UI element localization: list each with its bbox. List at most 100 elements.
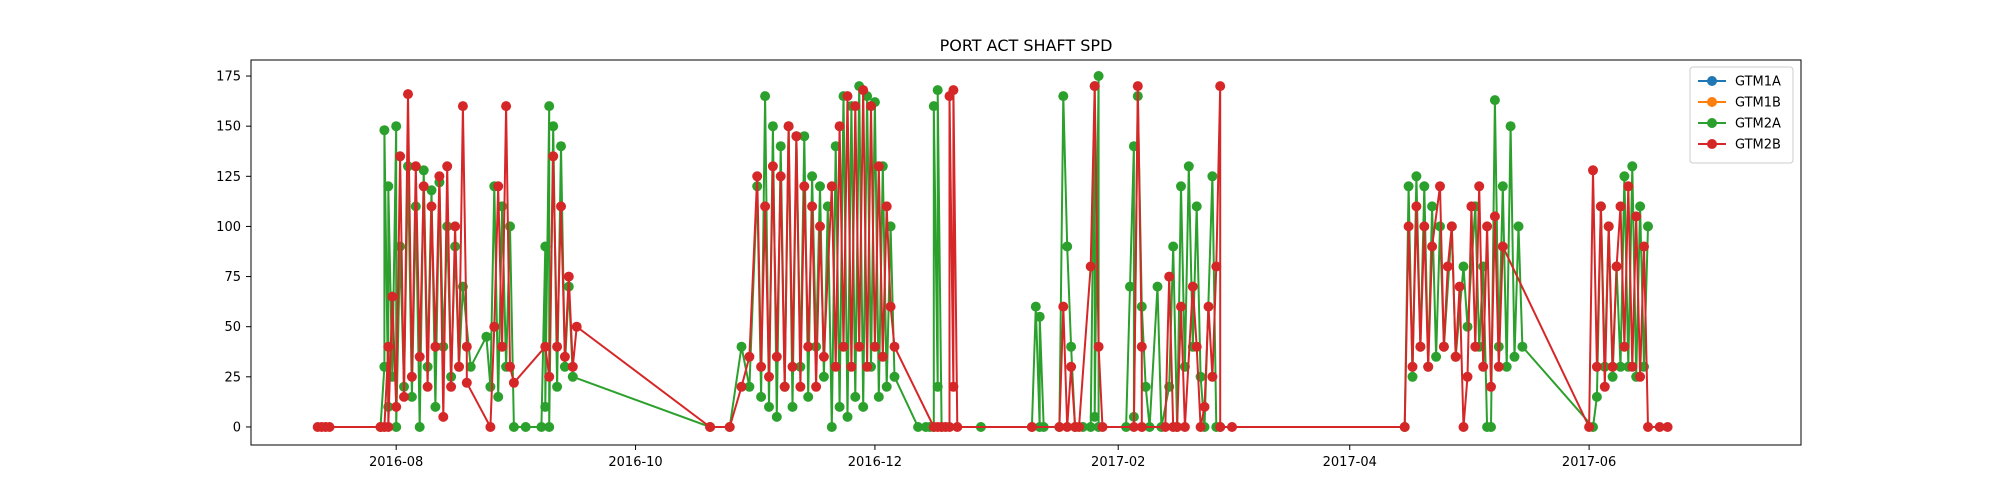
- data-point-GTM2B-81: [881, 201, 892, 212]
- data-point-GTM2A-159: [1509, 351, 1520, 362]
- data-point-GTM2B-143: [1478, 361, 1489, 372]
- data-point-GTM2A-51: [756, 391, 767, 402]
- data-point-GTM2A-167: [1607, 371, 1618, 382]
- data-point-GTM2A-169: [1615, 361, 1626, 372]
- data-point-GTM2B-88: [944, 422, 955, 432]
- data-point-GTM2B-94: [1054, 422, 1065, 432]
- data-point-GTM2B-73: [850, 101, 861, 112]
- y-tick-label: 150: [216, 120, 241, 135]
- data-point-GTM2A-59: [787, 401, 798, 412]
- data-point-GTM2B-107: [1136, 422, 1147, 432]
- legend-marker: [1707, 118, 1717, 128]
- data-point-GTM2A-106: [1085, 422, 1096, 432]
- data-point-GTM2B-79: [873, 161, 884, 172]
- data-point-GTM2B-50: [756, 361, 767, 372]
- data-point-GTM2B-108: [1160, 422, 1171, 432]
- data-point-GTM2A-176: [1643, 221, 1653, 232]
- data-point-GTM2B-19: [430, 341, 441, 352]
- data-point-GTM2B-163: [1639, 241, 1649, 252]
- data-point-GTM2A-6: [391, 121, 402, 132]
- y-tick-label: 175: [216, 70, 241, 85]
- data-point-GTM2A-49: [744, 381, 755, 392]
- data-point-GTM2A-119: [1152, 281, 1163, 292]
- data-point-GTM2B-133: [1438, 341, 1449, 352]
- data-point-GTM2B-100: [1085, 261, 1096, 272]
- data-point-GTM2A-62: [799, 131, 810, 142]
- data-point-GTM2A-55: [771, 411, 782, 422]
- data-point-GTM2A-14: [418, 165, 429, 176]
- data-point-GTM2B-141: [1470, 341, 1481, 352]
- data-point-GTM2A-148: [1462, 321, 1473, 332]
- data-point-GTM2B-64: [811, 381, 822, 392]
- y-tick-label: 50: [224, 320, 241, 335]
- legend-label: GTM1A: [1735, 75, 1781, 90]
- data-point-GTM2B-67: [826, 181, 837, 192]
- data-point-GTM2B-130: [1423, 361, 1434, 372]
- data-point-GTM2B-14: [410, 161, 421, 172]
- data-point-GTM2B-95: [1058, 301, 1069, 312]
- data-point-GTM2B-135: [1446, 221, 1457, 232]
- data-point-GTM2B-132: [1435, 181, 1445, 192]
- data-point-GTM2A-4: [383, 181, 394, 192]
- data-point-GTM2B-7: [383, 422, 394, 432]
- data-point-GTM2B-34: [505, 361, 515, 372]
- data-point-GTM2A-7: [391, 422, 402, 432]
- legend-marker: [1707, 76, 1717, 86]
- data-point-GTM2B-78: [869, 341, 880, 352]
- legend-item-GTM1A: GTM1A: [1698, 75, 1781, 90]
- legend-item-GTM1B: GTM1B: [1698, 96, 1781, 111]
- data-point-GTM2B-24: [450, 221, 461, 232]
- data-point-GTM2B-109: [1164, 271, 1175, 282]
- data-point-GTM2B-150: [1588, 165, 1598, 176]
- data-point-GTM2B-92: [952, 422, 963, 432]
- data-point-GTM2B-25: [454, 361, 464, 372]
- data-point-GTM2B-72: [846, 361, 857, 372]
- data-point-GTM2B-23: [446, 381, 457, 392]
- data-point-GTM2B-158: [1619, 341, 1630, 352]
- data-point-GTM2A-112: [1125, 281, 1135, 292]
- data-point-GTM2B-10: [395, 151, 406, 162]
- data-point-GTM2B-149: [1584, 422, 1595, 432]
- data-point-GTM2A-42: [556, 141, 566, 152]
- data-point-GTM2B-15: [414, 351, 425, 362]
- data-point-GTM2A-90: [928, 101, 939, 112]
- data-point-GTM2B-41: [559, 351, 570, 362]
- y-tick-label: 0: [233, 420, 241, 435]
- data-point-GTM2B-58: [787, 361, 798, 372]
- data-point-GTM2A-136: [1407, 371, 1418, 382]
- data-point-GTM2A-160: [1513, 221, 1524, 232]
- legend-box: [1689, 66, 1794, 164]
- data-point-GTM2B-166: [1662, 422, 1673, 432]
- data-point-GTM2B-39: [552, 341, 563, 352]
- data-point-GTM2B-154: [1603, 221, 1614, 232]
- data-point-GTM2B-33: [501, 101, 512, 112]
- data-point-GTM2A-36: [540, 241, 551, 252]
- data-point-GTM2A-83: [881, 381, 892, 392]
- x-tick-label: 2016-08: [369, 455, 423, 470]
- data-point-GTM2A-77: [858, 401, 869, 412]
- data-point-GTM2B-69: [834, 121, 845, 132]
- data-point-GTM2B-47: [736, 381, 747, 392]
- data-point-GTM2B-116: [1195, 422, 1206, 432]
- x-tick-label: 2016-10: [608, 455, 662, 470]
- data-point-GTM2B-99: [1074, 422, 1084, 432]
- data-point-GTM2B-44: [571, 321, 582, 332]
- data-point-GTM2A-25: [465, 361, 476, 372]
- data-point-GTM2B-76: [862, 361, 873, 372]
- data-point-GTM2B-138: [1458, 422, 1469, 432]
- data-point-GTM2B-139: [1462, 371, 1473, 382]
- legend: GTM1A GTM1B GTM2A GTM2B: [1689, 66, 1794, 164]
- data-point-GTM2B-3: [324, 422, 335, 432]
- plot-area: [312, 71, 1673, 432]
- data-point-GTM2B-127: [1411, 201, 1422, 212]
- data-point-GTM2B-97: [1066, 361, 1077, 372]
- data-point-GTM2A-71: [834, 401, 845, 412]
- data-point-GTM2A-27: [485, 381, 496, 392]
- data-point-GTM2A-45: [567, 371, 578, 382]
- series-GTM2B: [312, 81, 1673, 432]
- data-point-GTM2B-125: [1403, 221, 1414, 232]
- data-point-GTM2B-53: [767, 161, 778, 172]
- data-point-GTM2A-142: [1431, 351, 1442, 362]
- x-tick-label: 2016-12: [848, 455, 902, 470]
- data-point-GTM2B-120: [1211, 261, 1222, 272]
